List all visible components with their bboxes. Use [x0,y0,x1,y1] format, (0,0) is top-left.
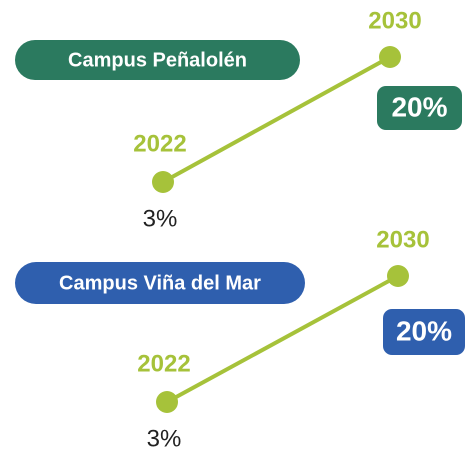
category-label: 2022 [133,130,186,157]
point [387,265,409,287]
chart-title: Campus Viña del Mar [59,272,261,294]
point [379,46,401,68]
value-label: 20% [391,91,447,122]
slope-line [166,274,399,404]
point [156,391,178,413]
value-label: 3% [143,205,178,232]
value-box [377,86,462,130]
chart-title: Campus Peñalolén [68,49,247,71]
value-box [383,309,465,355]
title-pill [15,262,305,304]
value-label: 20% [396,315,452,346]
category-label: 2030 [376,226,429,253]
category-label: 2022 [137,350,190,377]
slope-line [162,55,391,184]
value-label: 3% [147,425,182,452]
point [152,171,174,193]
category-label: 2030 [368,7,421,34]
title-pill [15,40,300,80]
